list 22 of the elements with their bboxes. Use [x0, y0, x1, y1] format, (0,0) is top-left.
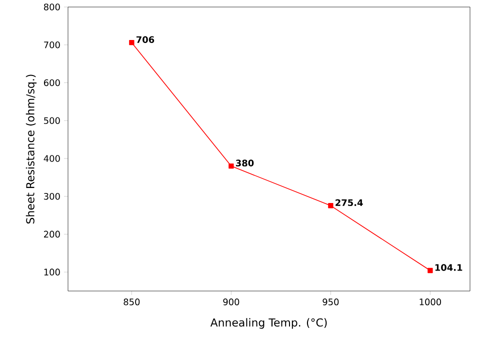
x-tick-label: 850 [124, 298, 140, 306]
y-tick-label: 200 [44, 230, 60, 238]
data-label: 706 [136, 36, 154, 43]
data-label: 275.4 [336, 199, 363, 206]
x-tick-label: 1000 [420, 298, 442, 306]
y-tick-label: 100 [44, 268, 60, 276]
point [428, 268, 433, 274]
y-axis-title: Sheet Resistance (ohm/sq.) [26, 74, 37, 224]
y-tick-label: 800 [44, 4, 60, 10]
x-tick-label: 900 [223, 298, 240, 306]
y-tick-label: 600 [44, 79, 60, 86]
data-label: 380 [236, 160, 254, 166]
y-tick-label: 400 [44, 155, 60, 162]
x-axis-title: Annealing Temp. (°C) [210, 318, 327, 329]
point [228, 163, 234, 169]
y-tick-label: 700 [44, 41, 60, 48]
y-tick-label: 500 [44, 117, 60, 124]
point [328, 203, 334, 208]
x-tick-label: 950 [322, 298, 339, 306]
y-tick-label: 300 [44, 192, 60, 200]
data-label: 104.1 [435, 264, 462, 271]
point [129, 40, 134, 46]
